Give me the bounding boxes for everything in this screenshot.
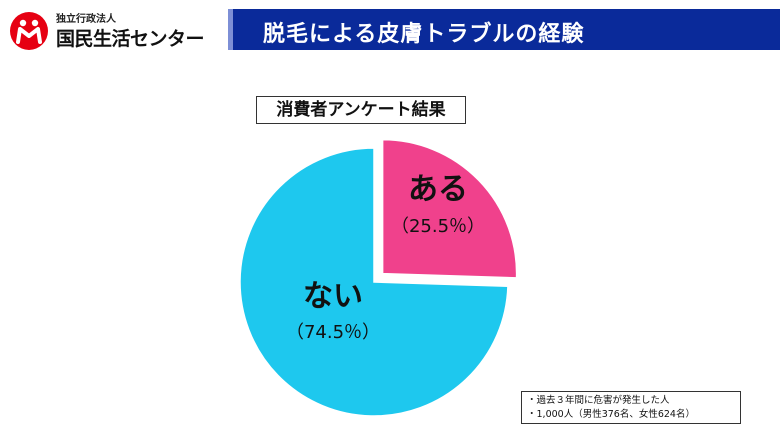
slice-value-label-no: （74.5％）	[286, 322, 380, 343]
slice-label-yes: ある	[408, 172, 468, 207]
title-bar: 脱毛による皮膚トラブルの経験	[228, 9, 780, 50]
pie-slice-yes	[381, 138, 518, 279]
survey-note: ・過去３年間に危害が発生した人 ・1,000人（男性376名、女性624名）	[521, 391, 741, 424]
header: 独立行政法人 国民生活センター 脱毛による皮膚トラブルの経験	[0, 0, 780, 58]
survey-label: 消費者アンケート結果	[256, 96, 466, 124]
organization-name: 国民生活センター	[56, 28, 205, 50]
slice-label-no: ない	[303, 279, 363, 314]
page-title: 脱毛による皮膚トラブルの経験	[263, 22, 585, 47]
pie-slice-no	[239, 147, 509, 417]
organization-subtitle: 独立行政法人	[56, 14, 116, 25]
note-line-1: ・過去３年間に危害が発生した人	[527, 395, 670, 406]
slice-value-label-yes: （25.5％）	[391, 216, 485, 237]
organization-logo-icon	[10, 12, 48, 50]
note-line-2: ・1,000人（男性376名、女性624名）	[527, 409, 695, 420]
